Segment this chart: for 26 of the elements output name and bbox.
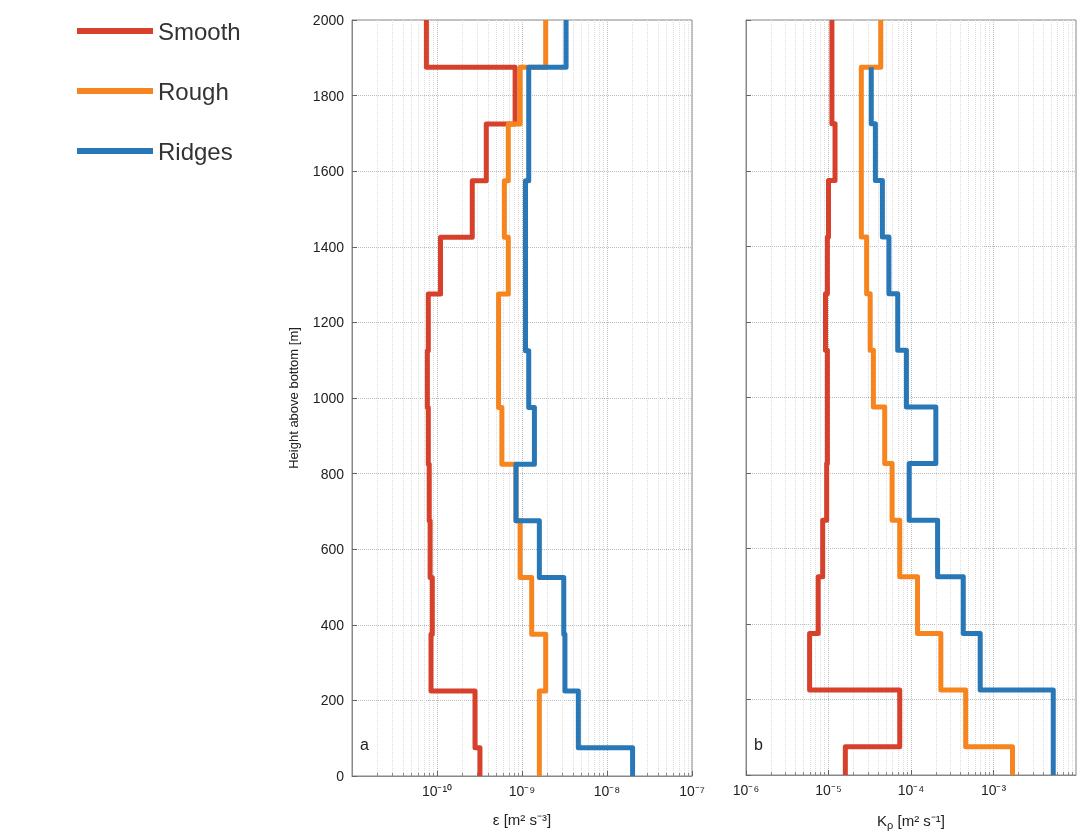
annotation: a — [360, 735, 369, 753]
y-axis-title: Height above bottom [m] — [286, 327, 301, 469]
x-tick-label: 10⁻⁹ — [508, 783, 536, 799]
y-tick-label: 800 — [320, 465, 345, 482]
legend-label: Ridges — [158, 137, 233, 165]
legend-label: Rough — [158, 77, 229, 105]
y-tick-label: 1400 — [312, 238, 345, 255]
x-tick-label: 10⁻⁸ — [593, 783, 621, 799]
legend-label: Smooth — [158, 17, 241, 45]
y-tick-label: 1600 — [312, 163, 345, 180]
y-tick-label: 200 — [320, 692, 345, 709]
y-tick-label: 400 — [320, 616, 345, 633]
x-tick-label: 10⁻¹⁰ — [421, 783, 453, 799]
y-tick-label: 2000 — [312, 12, 345, 28]
x-tick-label: 10⁻³ — [980, 782, 1007, 798]
y-tick-label: 1000 — [312, 390, 345, 406]
y-tick-label: 600 — [320, 541, 345, 558]
y-tick-label: 1800 — [312, 87, 345, 104]
y-tick-label: 1200 — [312, 314, 345, 331]
y-tick-label: 0 — [336, 768, 345, 784]
x-tick-label: 10⁻⁵ — [815, 782, 842, 798]
x-tick-label: 10⁻⁷ — [679, 783, 705, 799]
x-tick-label: 10⁻⁶ — [732, 782, 760, 798]
annotation: b — [754, 735, 763, 753]
x-tick-label: 10⁻⁴ — [897, 782, 925, 798]
x-axis-title: ε [m² s⁻³] — [492, 811, 552, 828]
